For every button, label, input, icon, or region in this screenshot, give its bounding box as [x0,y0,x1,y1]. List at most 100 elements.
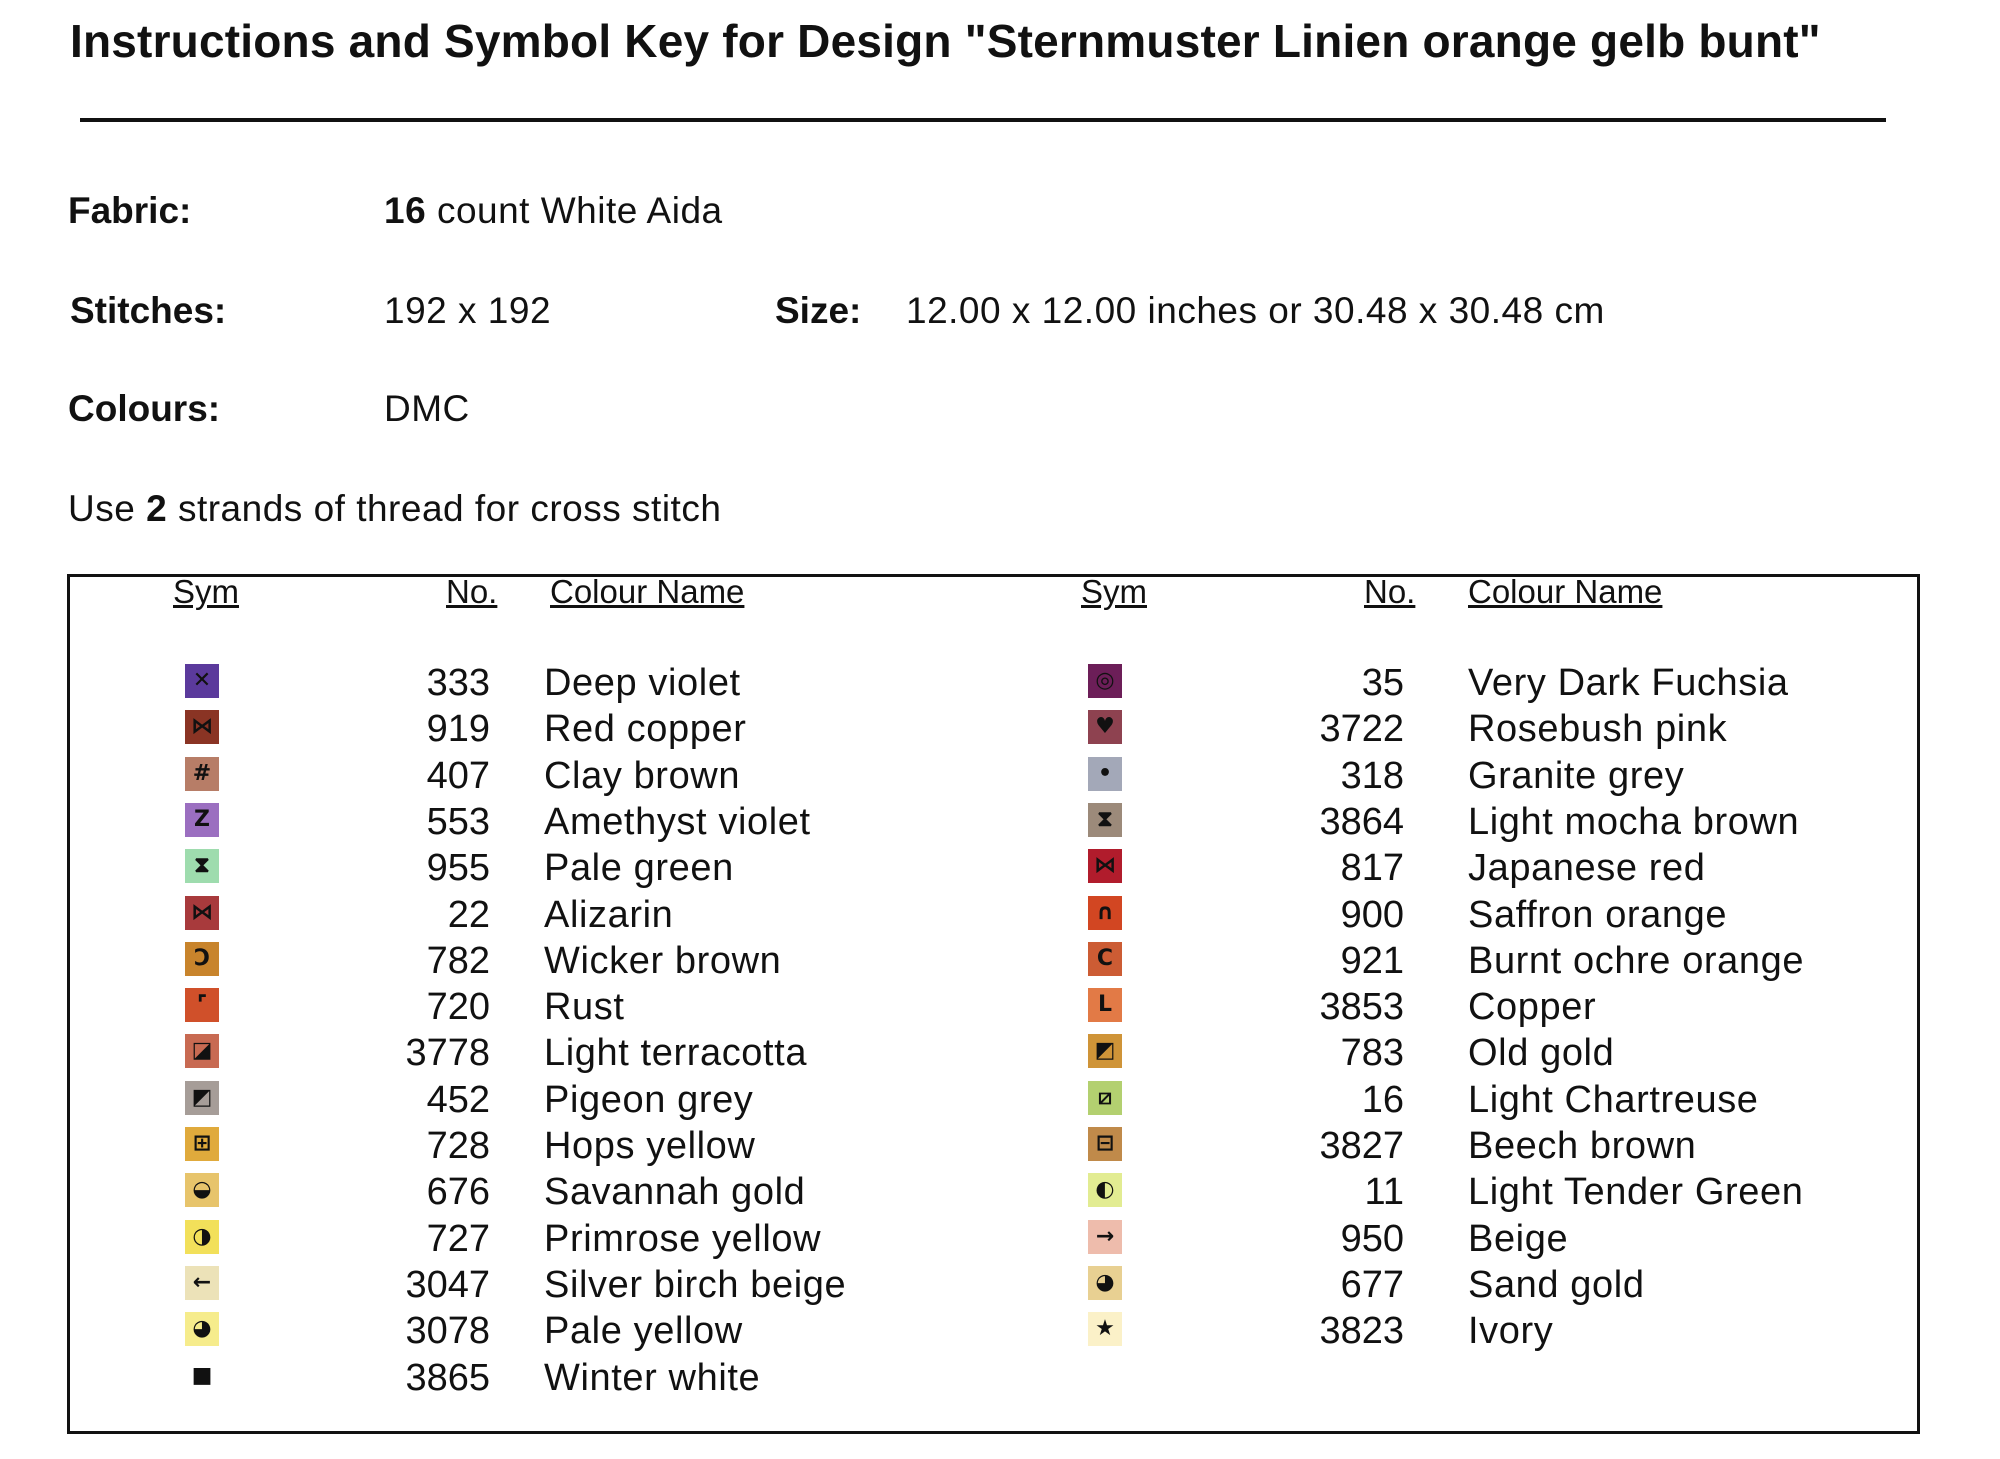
strands-instruction: Use 2 strands of thread for cross stitch [68,488,721,530]
fabric-value: 16 count White Aida [384,190,723,232]
key-row: Ͻ 782 Wicker brown [0,940,900,986]
left-sym-header: Sym [173,573,239,610]
fabric-label: Fabric: [68,190,192,231]
colour-name: Light Chartreuse [1468,1079,1759,1121]
dmc-number: 22 [447,894,490,936]
symbol-swatch-icon: ◑ [185,1220,219,1254]
colour-name: Ivory [1468,1310,1554,1352]
key-row: ◒ 676 Savannah gold [0,1171,900,1217]
left-colour-name-header: Colour Name [550,573,745,610]
symbol-swatch-icon: # [185,757,219,791]
key-row: ⊞ 728 Hops yellow [0,1125,900,1171]
colour-name: Beech brown [1468,1125,1697,1167]
dmc-number: 3827 [1319,1125,1404,1167]
colours-label: Colours: [68,388,221,429]
symbol-swatch-icon: C [1088,942,1122,976]
symbol-swatch-icon: → [1088,1220,1122,1254]
key-row: ◩ 783 Old gold [0,1032,1614,1078]
colour-name: Rosebush pink [1468,708,1728,750]
right-sym-header: Sym [1081,573,1147,610]
strands-count: 2 [146,488,168,529]
colour-name: Clay brown [544,755,741,797]
symbol-swatch-icon: • [1088,757,1122,791]
symbol-swatch-icon: Ͻ [185,942,219,976]
dmc-number: 921 [1340,940,1404,982]
key-row: ⋈ 817 Japanese red [0,847,1705,893]
colours-value: DMC [384,388,470,429]
symbol-key-table [67,574,1920,1434]
symbol-swatch-icon: ★ [1088,1312,1122,1346]
dmc-number: 727 [426,1218,490,1260]
colour-name: Savannah gold [544,1171,806,1213]
key-row: #407 Clay brown [0,755,900,801]
strands-prefix: Use [68,488,136,529]
dmc-number: 16 [1361,1079,1404,1121]
dmc-number: 553 [426,801,490,843]
key-row: ◕ 677 Sand gold [0,1264,1644,1310]
key-row: ⋈ 919 Red copper [0,708,900,754]
strands-suffix: strands of thread for cross stitch [177,488,722,529]
colour-name: Amethyst violet [544,801,811,843]
dmc-number: 782 [426,940,490,982]
colour-name: Hops yellow [544,1125,756,1167]
symbol-swatch-icon: ◩ [1088,1034,1122,1068]
symbol-swatch-icon: Z [185,803,219,837]
symbol-swatch-icon: ⊞ [185,1127,219,1161]
dmc-number: 3823 [1319,1310,1404,1352]
key-row: ◑ 727 Primrose yellow [0,1218,900,1264]
symbol-swatch-icon: ◪ [185,1034,219,1068]
symbol-swatch-icon: ◎ [1088,664,1122,698]
colour-name: Light terracotta [544,1032,808,1074]
symbol-swatch-icon: ← [185,1266,219,1300]
key-row: ■ 3865 Winter white [0,1357,900,1403]
colour-name: Deep violet [544,662,741,704]
colour-name: Copper [1468,986,1597,1028]
stitches-value: 192 x 192 [384,290,552,331]
key-row: ◕ 3078 Pale yellow [0,1310,900,1356]
dmc-number: 3853 [1319,986,1404,1028]
stitches-label: Stitches: [70,290,227,331]
key-row: ⊟ 3827 Beech brown [0,1125,1696,1171]
symbol-swatch-icon: ◕ [1088,1266,1122,1300]
colour-name: Sand gold [1468,1264,1645,1306]
dmc-number: 452 [426,1079,490,1121]
key-row: ⌜ 720 Rust [0,986,900,1032]
key-row: ⧄ 16 Light Chartreuse [0,1079,1758,1125]
key-row: ∩ 900 Saffron orange [0,894,1727,940]
right-colour-name-header: Colour Name [1468,573,1663,610]
document-title: Instructions and Symbol Key for Design "… [70,15,1821,67]
symbol-swatch-icon: ⋈ [185,710,219,744]
fabric-description: count White Aida [436,190,723,231]
dmc-number: 676 [426,1171,490,1213]
colour-name: Red copper [544,708,747,750]
key-row: ◐ 11 Light Tender Green [0,1171,1803,1217]
symbol-swatch-icon: ⋈ [1088,849,1122,883]
symbol-swatch-icon: ⊟ [1088,1127,1122,1161]
key-row: ◪ 3778 Light terracotta [0,1032,900,1078]
colour-name: Japanese red [1468,847,1706,889]
dmc-number: 3078 [405,1310,490,1352]
symbol-swatch-icon: ◩ [185,1081,219,1115]
size-label: Size: [775,290,862,331]
key-row: ✕ 333 Deep violet [0,662,900,708]
dmc-number: 333 [426,662,490,704]
dmc-number: 728 [426,1125,490,1167]
dmc-number: 3047 [405,1264,490,1306]
right-no-header: No. [1364,573,1416,610]
key-row: ◎ 35 Very Dark Fuchsia [0,662,1788,708]
key-row: Z 553 Amethyst violet [0,801,900,847]
colour-name: Light mocha brown [1468,801,1800,843]
dmc-number: 720 [426,986,490,1028]
dmc-number: 3865 [405,1357,490,1399]
key-row: ⧗ 3864 Light mocha brown [0,801,1799,847]
symbol-swatch-icon: ⧗ [1088,803,1122,837]
symbol-swatch-icon: ⧄ [1088,1081,1122,1115]
symbol-swatch-icon: ⌜ [185,988,219,1022]
colour-name: Pale yellow [544,1310,743,1352]
symbol-swatch-icon: ⋈ [185,896,219,930]
dmc-number: 783 [1340,1032,1404,1074]
dmc-number: 11 [1364,1171,1404,1213]
colour-name: Pale green [544,847,734,889]
key-row: ◩ 452 Pigeon grey [0,1079,900,1125]
colour-name: Primrose yellow [544,1218,822,1260]
